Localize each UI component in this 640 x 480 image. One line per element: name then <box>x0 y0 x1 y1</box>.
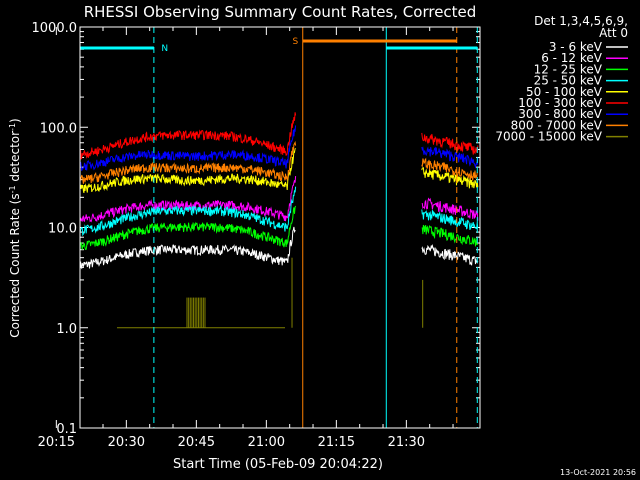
series-trace-late <box>421 146 479 169</box>
plot-frame <box>79 26 481 429</box>
y-tick-label: 1.0 <box>56 322 77 337</box>
legend-entry-label: 100 - 300 keV <box>518 96 602 110</box>
series-trace-late <box>421 224 479 247</box>
x-tick-label: 21:15 <box>318 435 355 450</box>
series-trace-late <box>421 243 479 266</box>
y-tick-label: 10.0 <box>48 222 77 237</box>
legend-entry-label: 7000 - 15000 keV <box>495 130 602 144</box>
series-trace <box>80 226 296 271</box>
series-trace-late <box>421 197 479 221</box>
y-tick-label: 0.1 <box>56 422 77 437</box>
mode-lines <box>79 27 478 428</box>
series-trace <box>80 186 297 237</box>
legend-entry-label: 50 - 100 keV <box>526 85 603 99</box>
mode-flags: NS <box>80 37 478 54</box>
legend-entry-label: 12 - 25 keV <box>534 62 603 76</box>
x-tick-label: 21:00 <box>248 435 285 450</box>
series-trace-late <box>421 132 479 155</box>
y-axis: 0.1 1.0 10.0 100.0 1000.0 <box>32 21 480 437</box>
series-trace <box>80 140 297 184</box>
x-tick-label: 21:30 <box>388 435 425 450</box>
legend-entry-label: 25 - 50 keV <box>534 74 603 88</box>
legend-entry-label: 300 - 800 keV <box>518 107 602 121</box>
x-tick-label: 20:15 <box>38 435 75 450</box>
series-trace-late <box>421 157 479 181</box>
series-trace <box>80 205 297 251</box>
x-axis: 20:15 20:30 20:45 21:00 21:15 21:30 <box>38 27 454 450</box>
series-trace <box>80 176 297 223</box>
legend-entry-label: 800 - 7000 keV <box>511 118 603 132</box>
legend-entry-label: 3 - 6 keV <box>549 40 603 54</box>
legend-entry-label: 6 - 12 keV <box>541 51 603 65</box>
y-tick-label: 100.0 <box>40 121 77 136</box>
series-trace <box>80 112 297 160</box>
series-trace-late <box>421 167 479 189</box>
series-trace-late <box>421 209 479 230</box>
legend-title-line1: Det 1,3,4,5,6,9, <box>534 14 628 28</box>
night-flag-label: N <box>161 44 168 54</box>
series-trace <box>80 125 297 171</box>
x-tick-label: 20:30 <box>108 435 145 450</box>
series-trace <box>80 147 296 194</box>
footer-date: 13-Oct-2021 20:56 <box>560 468 636 477</box>
chart-title: RHESSI Observing Summary Count Rates, Co… <box>84 3 477 21</box>
saa-flag-label: S <box>292 37 298 47</box>
legend-title-line2: Att 0 <box>599 26 628 40</box>
x-axis-label: Start Time (05-Feb-09 20:04:22) <box>173 457 383 472</box>
series-layer <box>80 112 479 329</box>
y-axis-label: Corrected Count Rate (s-1 detector-1) <box>8 118 23 337</box>
x-tick-label: 20:45 <box>178 435 215 450</box>
y-tick-label: 1000.0 <box>32 21 78 36</box>
